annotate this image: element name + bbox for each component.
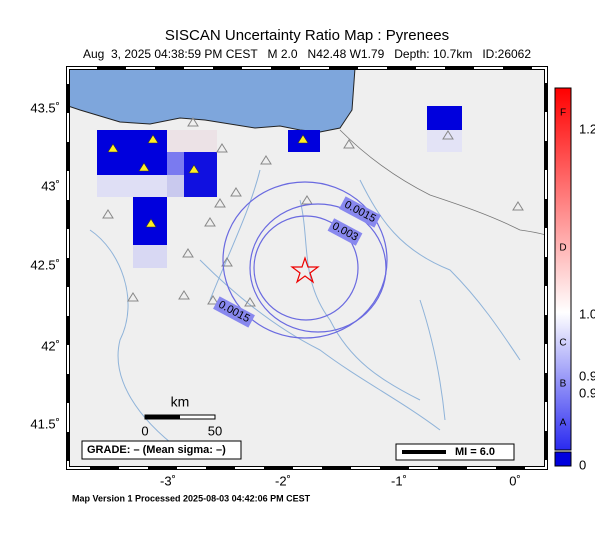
contours <box>222 181 388 339</box>
epicenter <box>290 256 320 284</box>
grade-letter: B <box>560 379 567 390</box>
scale-unit: km <box>171 394 190 410</box>
grade: GRADE: – (Mean sigma: –) <box>87 444 226 456</box>
colorbar-label: 1.0 <box>579 306 595 321</box>
uncertainty-cells <box>97 106 462 268</box>
lon-label: -3˚ <box>160 473 176 488</box>
colorbar-label: 0 <box>579 457 586 472</box>
colorbar-label: 0.9 <box>579 385 595 400</box>
stations <box>102 117 524 307</box>
grade-box <box>81 440 242 460</box>
subtitle: Aug 3, 2025 04:38:59 PM CEST M 2.0 N42.4… <box>83 47 531 61</box>
legend-box <box>395 443 515 461</box>
lat-label: 41.5˚ <box>30 416 60 431</box>
lat-label: 43.5˚ <box>30 100 60 115</box>
colorbar-floor <box>554 451 572 467</box>
lon-label: -1˚ <box>391 473 407 488</box>
lat-labels: 43.5˚ 43˚ 42.5˚ 42˚ 41.5˚ <box>30 100 60 431</box>
frame-ticks <box>67 67 547 469</box>
grade-letter: A <box>560 418 567 429</box>
scale-tick: 0 <box>141 423 148 438</box>
map: 0.0015 0.003 0.0015 km 0 50 GRADE: – (Me… <box>68 68 546 468</box>
lon-label: 0˚ <box>509 473 521 488</box>
grade-letter: C <box>559 338 566 349</box>
title: SISCAN Uncertainty Ratio Map : Pyrenees <box>165 27 449 44</box>
lon-label: -2˚ <box>275 473 291 488</box>
national-border <box>339 129 546 236</box>
colorbar-label: 1.2 <box>579 121 595 136</box>
colorbar-gradient <box>554 87 572 451</box>
colorbar: F D C B A 1.2 1.0 0.9 0.9 0 <box>554 87 595 472</box>
grade-letter: D <box>559 243 566 254</box>
scale-bar: km 0 50 <box>141 394 222 439</box>
lon-labels: -3˚ -2˚ -1˚ 0˚ <box>160 473 521 488</box>
scale-tick: 50 <box>208 423 222 438</box>
legend-text: MI = 6.0 <box>455 446 495 458</box>
footer: Map Version 1 Processed 2025-08-03 04:42… <box>72 493 311 503</box>
colorbar-label: 0.9 <box>579 368 595 383</box>
lat-label: 42.5˚ <box>30 257 60 272</box>
grade-letter: F <box>560 108 566 119</box>
sea <box>68 68 356 133</box>
lat-label: 42˚ <box>41 338 60 353</box>
lat-label: 43˚ <box>41 178 60 193</box>
rivers <box>89 169 521 451</box>
